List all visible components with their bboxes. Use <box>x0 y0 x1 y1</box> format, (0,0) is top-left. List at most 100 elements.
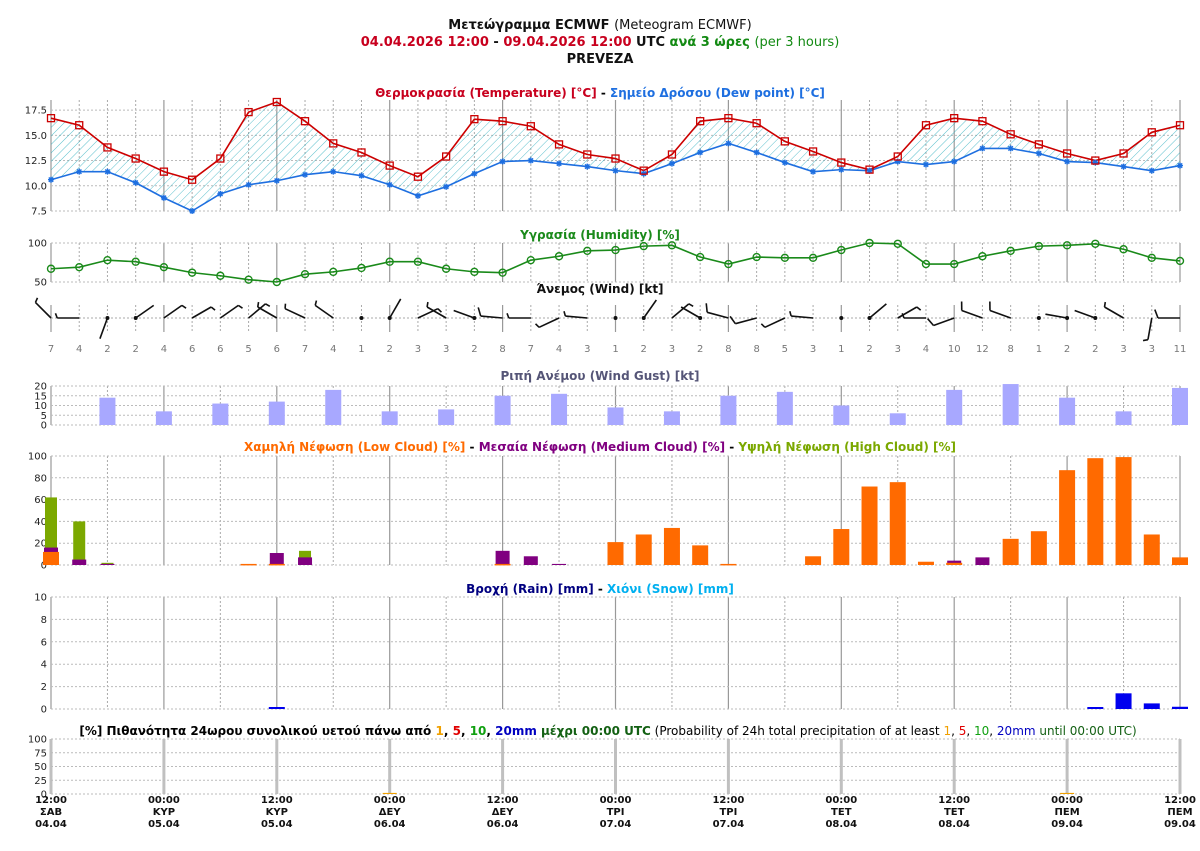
dewpoint-point <box>697 149 704 156</box>
barb-shaft <box>961 309 983 319</box>
temperature-point <box>526 122 535 131</box>
humidity-point <box>300 270 310 279</box>
wind-speed-label: 3 <box>1120 344 1126 355</box>
title-sep: - <box>465 440 479 454</box>
prob-panel-title: [%] Πιθανότητα 24ωρου συνολικού υετού πά… <box>8 724 1200 738</box>
x-label-date: 08.04 <box>938 819 970 830</box>
medium-cloud-bar <box>269 553 284 565</box>
wind-speed-label: 4 <box>330 344 336 355</box>
y-tick-label: 50 <box>34 278 47 289</box>
humidity-point <box>1091 239 1100 248</box>
barb-shaft <box>426 306 447 319</box>
temperature-point <box>1091 156 1100 165</box>
comma: , <box>966 724 974 738</box>
dewpoint-marker <box>668 160 675 167</box>
y-tick-label: 0 <box>41 705 47 716</box>
low-cloud-bar <box>1087 458 1104 565</box>
barb-feather <box>705 303 708 313</box>
wind-barb <box>839 316 844 320</box>
humidity-line <box>50 242 1181 283</box>
rain-bar <box>1172 706 1188 709</box>
humidity-point <box>272 277 281 287</box>
wind-barb <box>248 303 271 319</box>
barb-shaft <box>764 317 786 329</box>
dewpoint-marker <box>697 149 704 156</box>
wind-speed-label: 4 <box>923 344 929 355</box>
dewpoint-point <box>1064 158 1071 165</box>
y-tick-label: 25 <box>34 776 47 787</box>
low-cloud-bar <box>1115 457 1132 565</box>
x-label-date: 06.04 <box>373 819 406 830</box>
x-label-date: 07.04 <box>712 819 745 830</box>
wind-speed-label: 8 <box>1007 344 1013 355</box>
y-tick-label: 10 <box>34 593 47 604</box>
temperature-point <box>611 154 620 163</box>
dewpoint-marker <box>556 160 563 167</box>
medium-cloud-bar <box>72 559 87 565</box>
low-cloud-bar <box>946 562 963 565</box>
dewpoint-marker <box>781 159 788 166</box>
medium-cloud-bar <box>552 563 567 565</box>
wind-barb <box>927 317 955 327</box>
humidity-point <box>1175 256 1185 266</box>
y-tick-label: 50 <box>34 762 47 773</box>
temperature-point <box>1034 140 1044 149</box>
comma: , <box>460 724 470 738</box>
low-cloud-bar <box>805 556 822 565</box>
title-sep: - <box>596 86 611 100</box>
dewpoint-title: Σημείο Δρόσου (Dew point) [°C] <box>610 86 825 100</box>
step-greek: ανά 3 ώρες <box>669 35 750 50</box>
wind-speed-label: 3 <box>1149 344 1155 355</box>
wind-barb <box>163 304 187 319</box>
low-cloud-bar <box>494 563 511 566</box>
dewpoint-marker <box>810 168 817 175</box>
wind-barb <box>1154 309 1180 319</box>
wind-speed-label: 3 <box>443 344 449 355</box>
dewpoint-point <box>781 159 788 166</box>
wind-barb <box>191 306 216 319</box>
station-dot <box>1065 316 1070 320</box>
y-tick-label: 12.5 <box>25 156 47 167</box>
x-label-time: 12:00 <box>35 795 67 806</box>
humidity-point <box>329 267 338 277</box>
gust-panel-title: Ριπή Ανέμου (Wind Gust) [kt] <box>500 369 700 383</box>
wind-barb <box>1142 317 1153 342</box>
x-label-day: ΚΥΡ <box>265 807 288 818</box>
threshold-20: 20mm <box>495 724 537 738</box>
dewpoint-marker <box>725 140 732 147</box>
dewpoint-point <box>160 194 167 201</box>
barb-feather <box>901 313 905 319</box>
humidity-point <box>526 255 536 265</box>
barb-shaft <box>897 306 918 319</box>
x-label-day: ΔΕΥ <box>378 807 401 818</box>
humidity-point <box>187 268 197 277</box>
wind-barb <box>54 313 80 319</box>
y-tick-label: 20 <box>34 382 47 393</box>
cloud-panel-title: Χαμηλή Νέφωση (Low Cloud) [%] - Μεσαία Ν… <box>0 440 1200 454</box>
y-tick-label: 0 <box>41 790 47 801</box>
wind-speed-label: 7 <box>302 344 308 355</box>
temperature-point <box>1006 130 1015 139</box>
wind-speed-label: 2 <box>1064 344 1070 355</box>
temperature-point <box>978 117 987 126</box>
gust-bar <box>494 395 511 425</box>
dewpoint-marker <box>612 167 619 174</box>
wind-speed-label: 2 <box>641 344 647 355</box>
dewpoint-marker <box>866 167 873 174</box>
x-label-day: ΠΕΜ <box>1167 807 1193 818</box>
gust-bar <box>607 407 624 425</box>
humidity-point <box>808 253 818 263</box>
dewpoint-marker <box>1035 150 1042 157</box>
title-sep: - <box>593 582 608 596</box>
x-axis-label: 12:00 ΤΡΙ 07.04 <box>698 795 758 831</box>
y-tick-label: 80 <box>34 473 47 484</box>
barb-shaft <box>643 299 657 319</box>
humidity-point <box>1119 245 1128 254</box>
medium-cloud-bar <box>975 557 990 565</box>
temperature-point <box>583 150 592 159</box>
comma: , <box>989 724 997 738</box>
dewpoint-marker <box>951 158 958 165</box>
low-cloud-bar <box>1030 531 1047 565</box>
threshold-1-en: 1 <box>943 724 952 738</box>
wind-speed-label: 8 <box>499 344 505 355</box>
